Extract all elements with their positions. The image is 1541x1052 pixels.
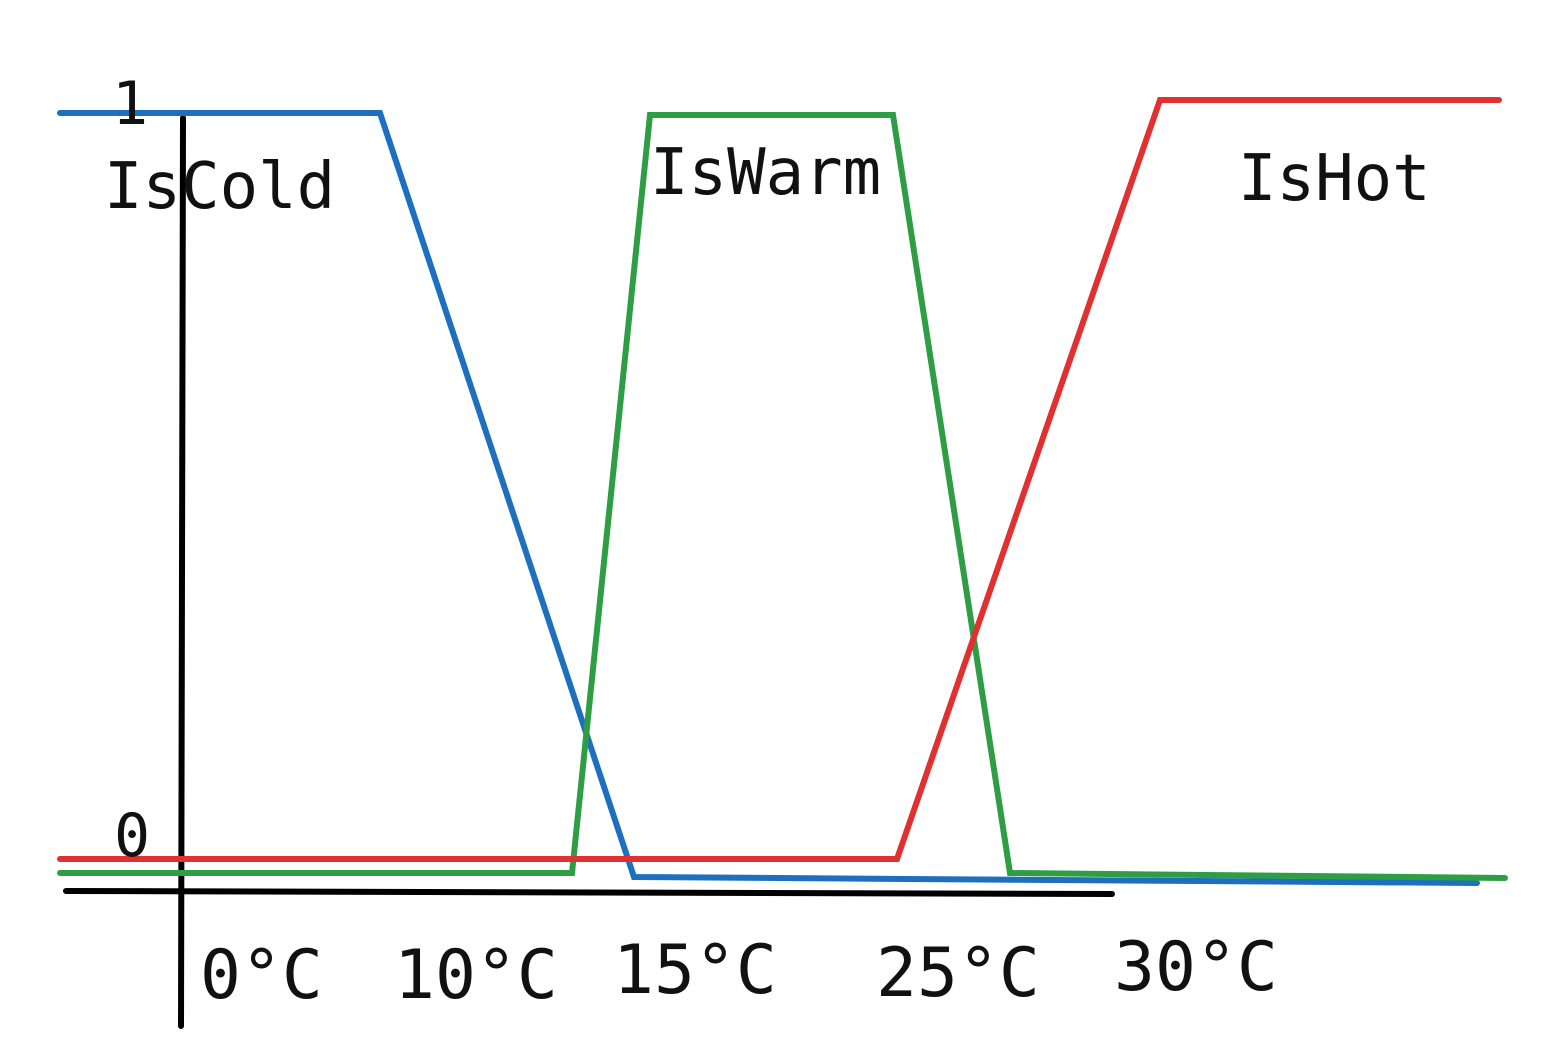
x-tick-label-15c: 15°C xyxy=(613,931,777,1010)
x-tick-label-0c: 0°C xyxy=(200,936,323,1015)
x-axis xyxy=(63,888,1115,897)
series-line-iswarm xyxy=(57,112,1508,881)
x-tick-label-25c: 25°C xyxy=(876,934,1040,1013)
x-tick-label-30c: 30°C xyxy=(1114,928,1278,1007)
x-tick-label-10c: 10°C xyxy=(394,936,558,1015)
series-label-ishot: IsHot xyxy=(1238,142,1431,216)
series-label-iscold: IsCold xyxy=(104,150,335,224)
series-label-iswarm: IsWarm xyxy=(650,136,881,210)
series-line-ishot xyxy=(57,97,1502,862)
y-tick-label-0: 0 xyxy=(114,801,150,871)
series-line-iscold xyxy=(57,110,1480,886)
series-group xyxy=(57,97,1508,886)
y-tick-label-1: 1 xyxy=(112,69,148,139)
